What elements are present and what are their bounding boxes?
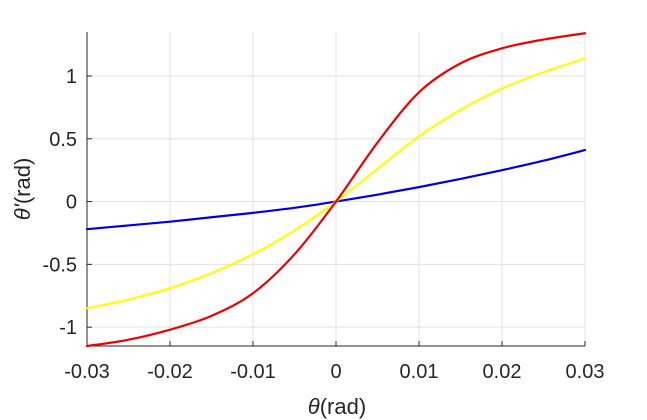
y-axis-symbol: θ' bbox=[10, 203, 35, 220]
series-group bbox=[85, 32, 587, 348]
x-tick-label: 0 bbox=[330, 361, 341, 383]
x-tick-labels: -0.03 -0.02 -0.01 0 0.01 0.02 0.03 bbox=[64, 361, 604, 383]
y-tick-labels: -1 -0.5 0 0.5 1 bbox=[43, 66, 77, 339]
y-axis-label: θ'(rad) bbox=[10, 158, 35, 221]
x-tick-label: 0.01 bbox=[400, 361, 439, 383]
y-tick-label: 1 bbox=[66, 66, 77, 88]
y-axis-unit: (rad) bbox=[10, 158, 35, 204]
x-tick-label: 0.03 bbox=[566, 361, 605, 383]
x-tick-label: -0.01 bbox=[230, 361, 276, 383]
y-tick-label: 0 bbox=[66, 192, 77, 214]
y-tick-label: 0.5 bbox=[49, 129, 77, 151]
x-axis-symbol: θ bbox=[308, 394, 320, 419]
y-tick-label: -0.5 bbox=[43, 254, 77, 276]
x-tick-label: -0.02 bbox=[147, 361, 193, 383]
x-tick-label: 0.02 bbox=[483, 361, 522, 383]
x-tick-label: -0.03 bbox=[64, 361, 110, 383]
grid-lines bbox=[86, 32, 586, 346]
axes bbox=[86, 32, 586, 347]
x-axis-label: θ(rad) bbox=[308, 394, 366, 419]
series-3-line bbox=[85, 32, 587, 348]
x-axis-unit: (rad) bbox=[320, 394, 366, 419]
y-tick-label: -1 bbox=[59, 317, 77, 339]
